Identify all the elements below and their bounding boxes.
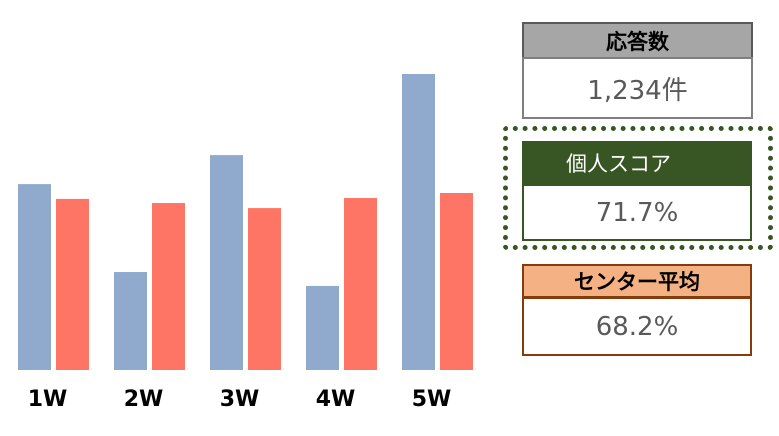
bar xyxy=(56,198,89,370)
x-tick-label: 2W xyxy=(124,387,164,412)
panel-title: 個人スコア xyxy=(522,141,752,185)
bar xyxy=(402,74,435,370)
bar xyxy=(344,198,377,370)
bar xyxy=(18,184,51,370)
panel-title: センター平均 xyxy=(522,264,752,298)
panel-value: 71.7% xyxy=(522,184,752,241)
x-tick-label: 4W xyxy=(316,387,356,412)
bar xyxy=(306,285,339,370)
bar xyxy=(248,208,281,370)
x-tick-label: 1W xyxy=(28,387,68,412)
bar xyxy=(210,155,243,370)
highlight-frame xyxy=(503,126,773,250)
x-tick-label: 5W xyxy=(412,387,452,412)
x-tick-label: 3W xyxy=(220,387,260,412)
bar xyxy=(114,272,147,370)
panel-value: 68.2% xyxy=(522,297,752,356)
bar xyxy=(440,192,473,370)
bar xyxy=(152,203,185,370)
chart: 1W 2W 3W 4W 5W xyxy=(18,74,473,412)
panel-title: 応答数 xyxy=(522,22,753,59)
panel-value: 1,234件 xyxy=(522,57,753,119)
